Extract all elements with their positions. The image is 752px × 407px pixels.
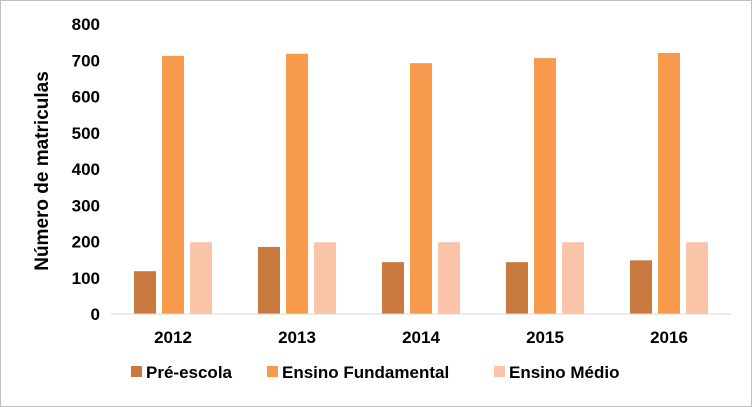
- bar: [438, 242, 460, 314]
- bar: [134, 271, 156, 314]
- x-tick-label: 2016: [650, 328, 688, 347]
- y-axis-title: Número de matriculas: [32, 71, 53, 271]
- bar: [162, 55, 184, 315]
- x-tick-label: 2015: [526, 328, 564, 347]
- bar: [286, 53, 308, 314]
- bar: [534, 58, 556, 315]
- legend-label: Ensino Médio: [509, 363, 620, 382]
- legend-swatch: [267, 366, 278, 377]
- bar: [258, 246, 280, 314]
- bar: [382, 262, 404, 314]
- y-tick-label: 300: [72, 196, 100, 215]
- bar: [190, 242, 212, 314]
- bar: [686, 242, 708, 314]
- y-tick-label: 0: [91, 305, 100, 324]
- x-axis-ticks: 2012 2013 2014 2015 2016: [154, 328, 688, 347]
- bars: [134, 53, 708, 315]
- legend-swatch: [131, 366, 142, 377]
- y-tick-label: 500: [72, 124, 100, 143]
- y-tick-label: 700: [72, 51, 100, 70]
- bar: [410, 63, 432, 315]
- y-tick-label: 200: [72, 233, 100, 252]
- legend-swatch: [494, 366, 505, 377]
- legend-label: Pré-escola: [146, 363, 233, 382]
- legend: Pré-escola Ensino Fundamental Ensino Médio: [131, 363, 620, 382]
- y-tick-label: 100: [72, 269, 100, 288]
- y-tick-label: 600: [72, 88, 100, 107]
- x-tick-label: 2012: [154, 328, 192, 347]
- x-tick-label: 2013: [278, 328, 316, 347]
- bar: [314, 242, 336, 314]
- bar: [658, 53, 680, 314]
- bar: [562, 242, 584, 314]
- legend-label: Ensino Fundamental: [282, 363, 449, 382]
- x-tick-label: 2014: [402, 328, 440, 347]
- y-tick-label: 400: [72, 160, 100, 179]
- y-axis-ticks: 0 100 200 300 400 500 600 700 800: [72, 15, 100, 324]
- bar: [506, 262, 528, 314]
- bar: [630, 260, 652, 314]
- y-tick-label: 800: [72, 15, 100, 34]
